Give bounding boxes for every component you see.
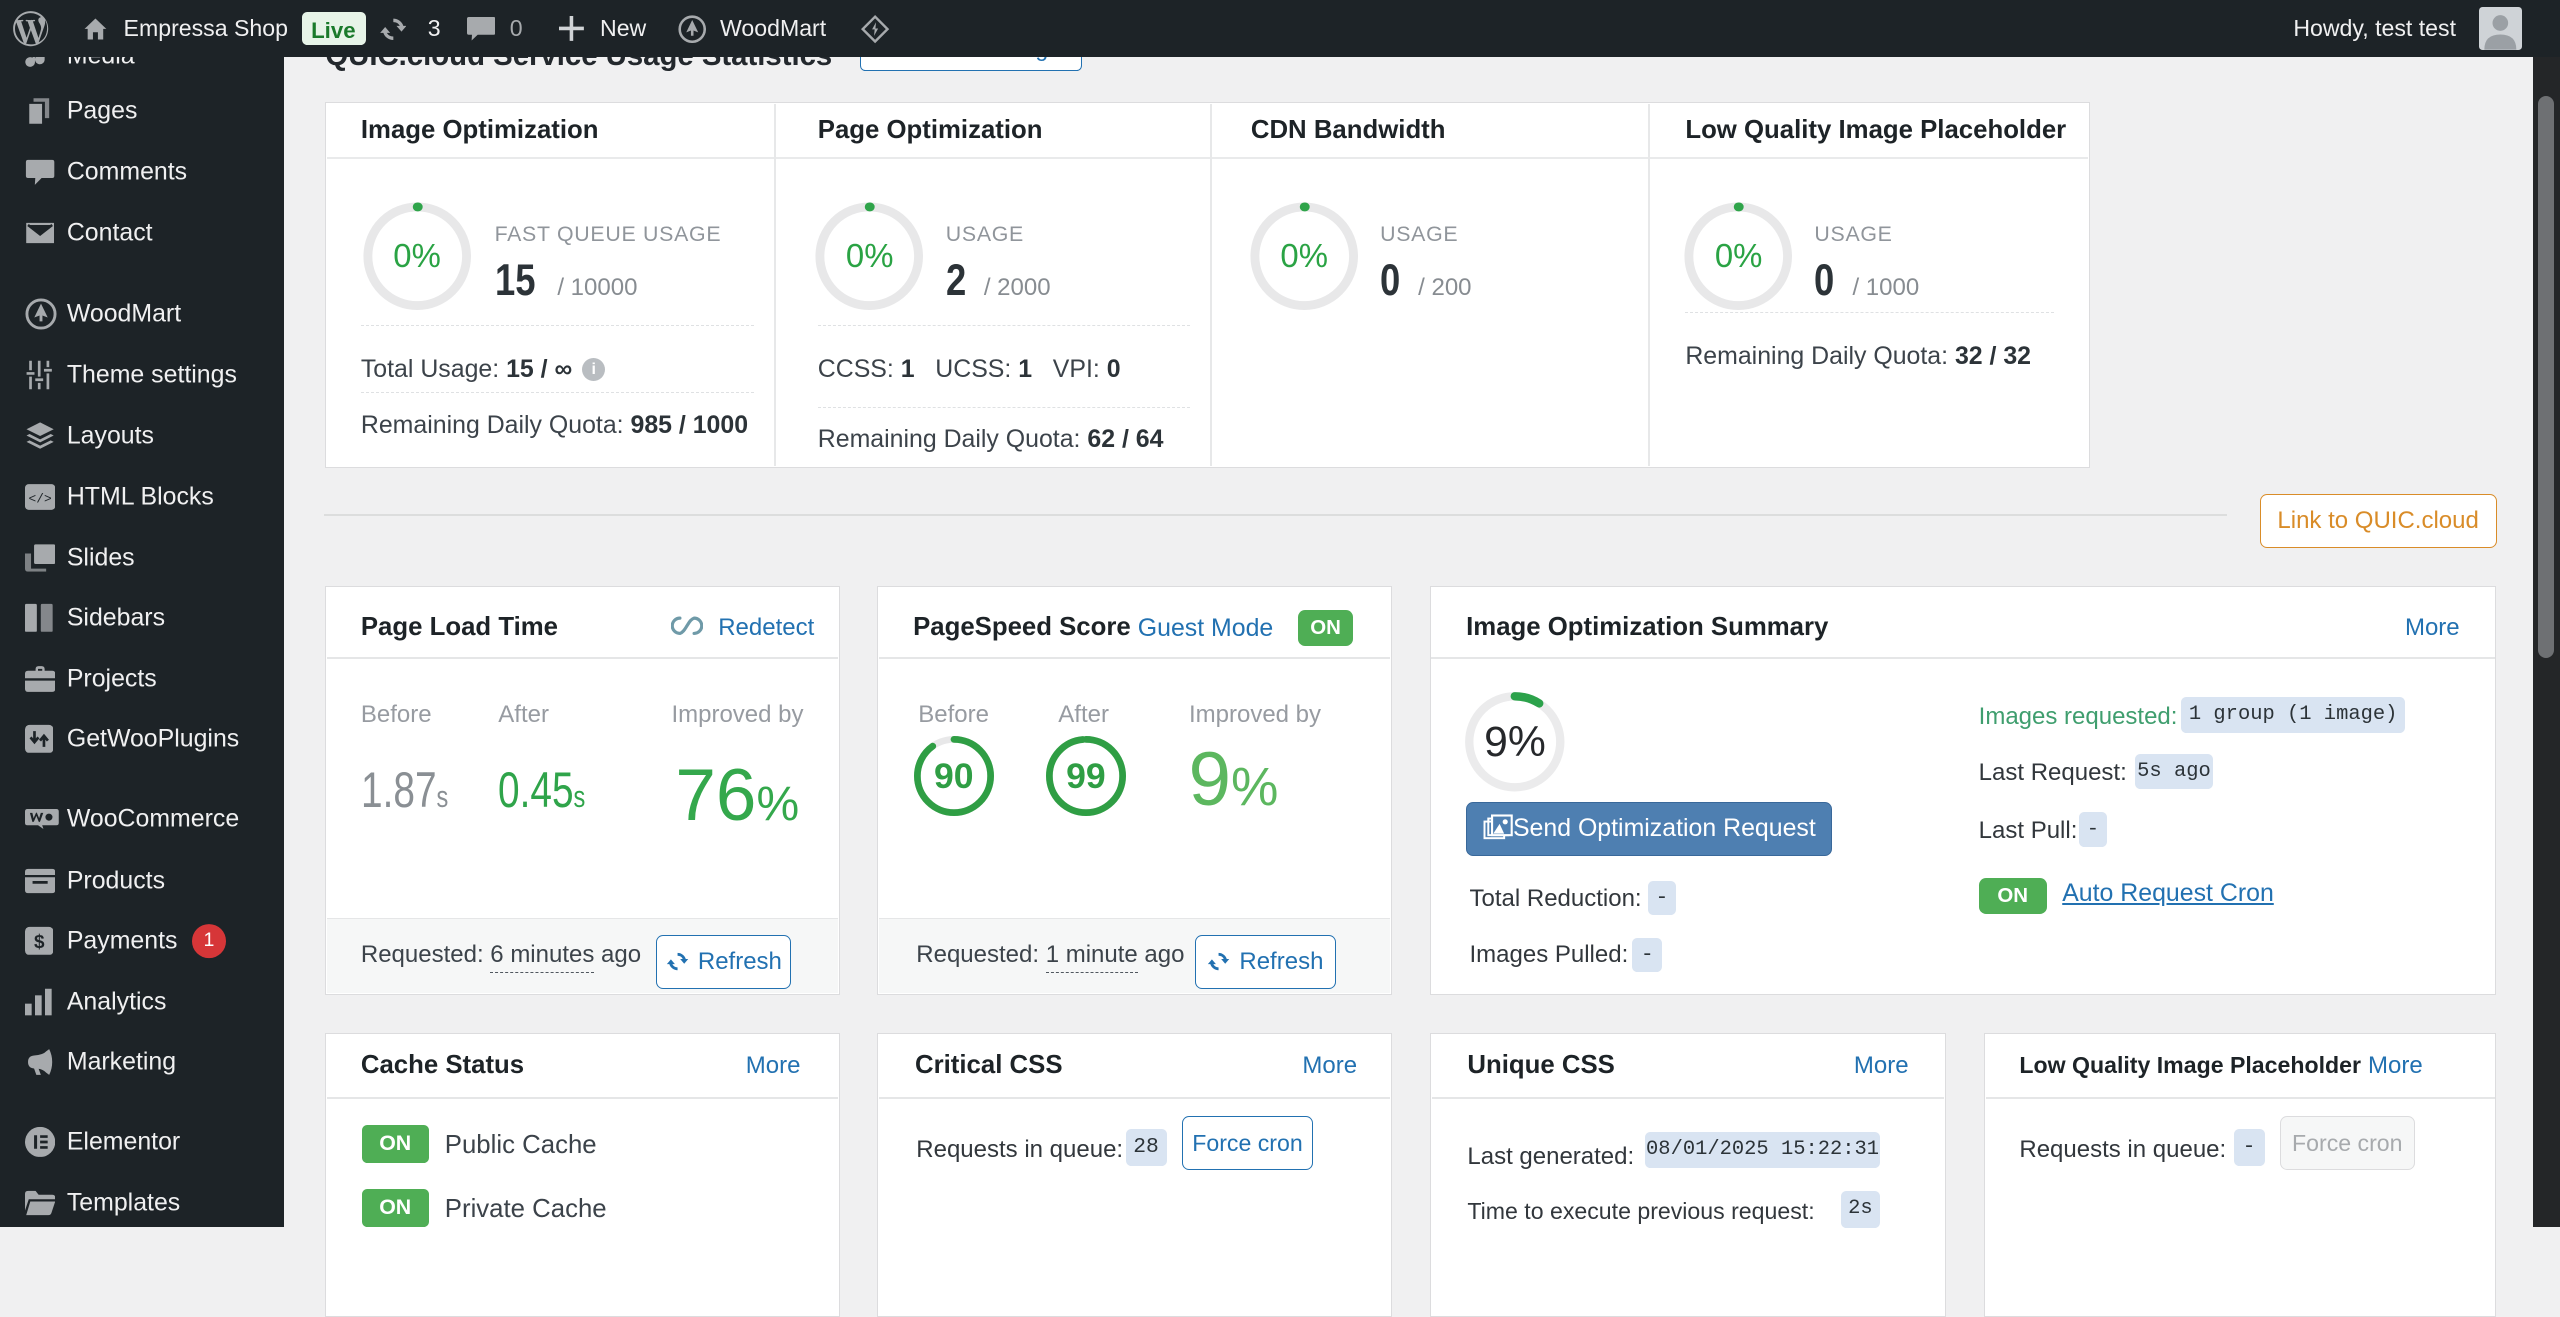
- svg-text:</>: </>: [28, 491, 51, 506]
- svg-text:$: $: [34, 932, 45, 953]
